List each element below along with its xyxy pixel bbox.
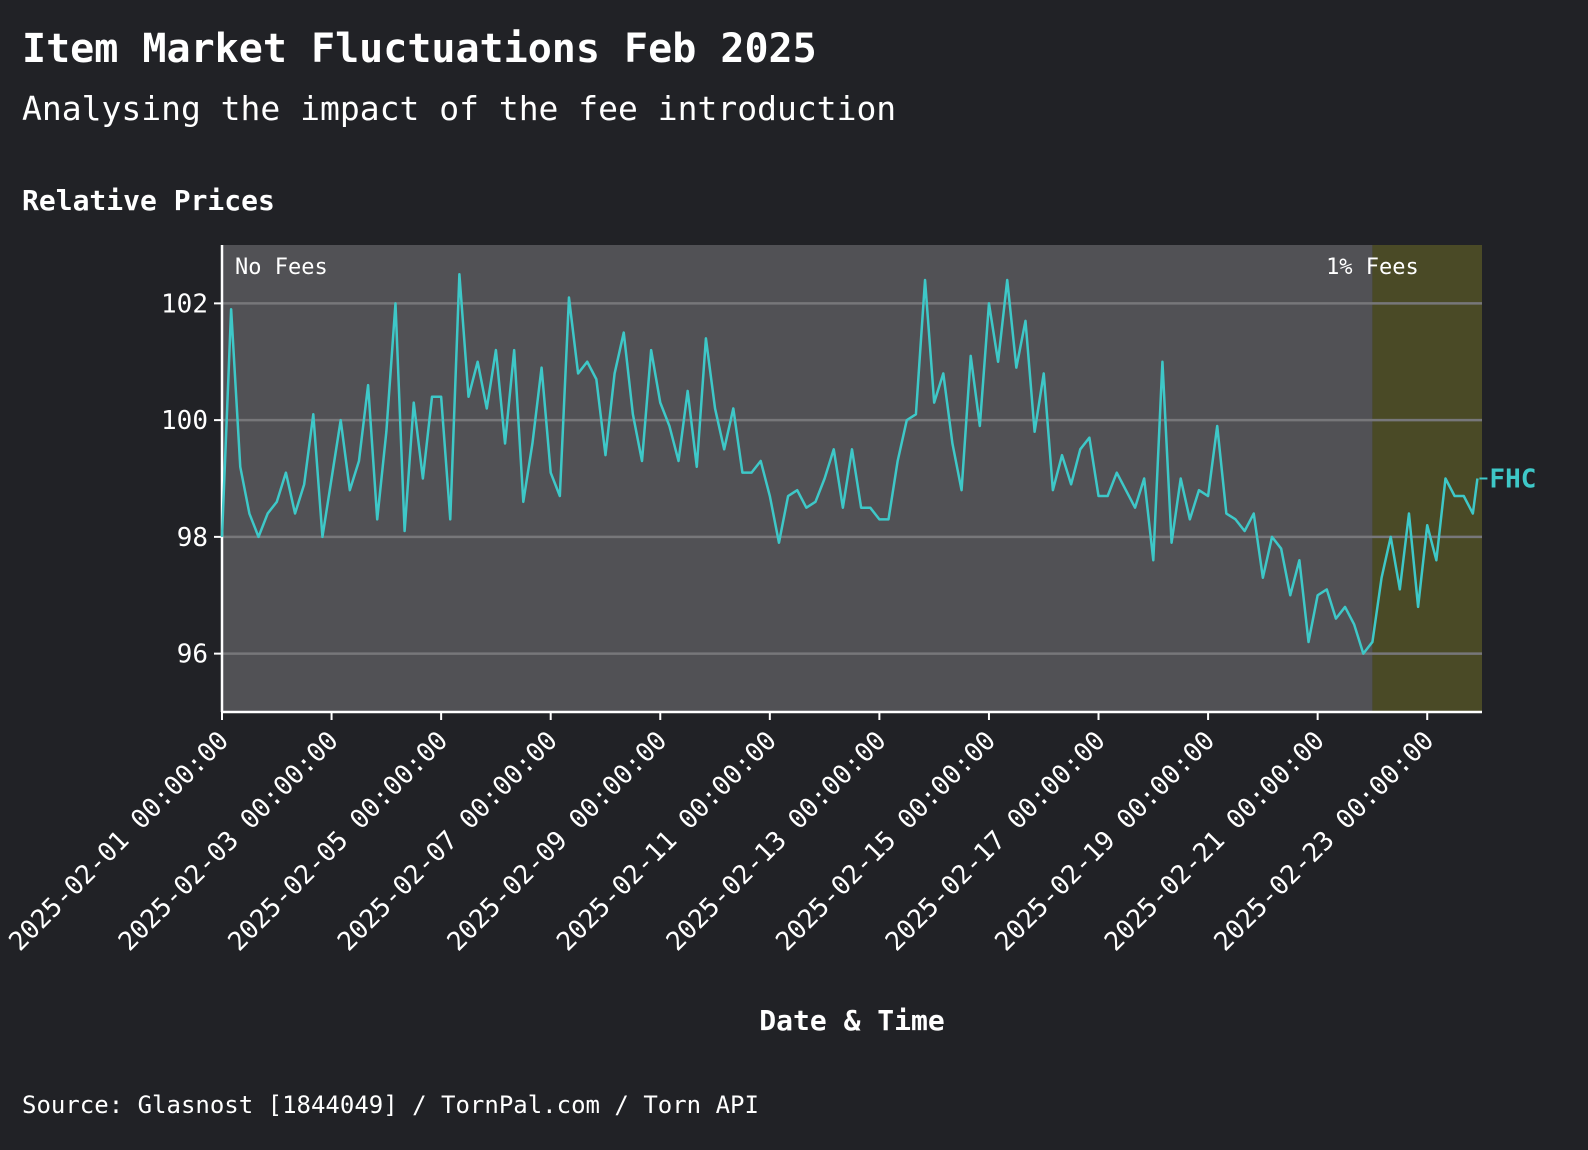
data-line [220,272,1479,655]
y-tick-label: 100 [161,406,208,436]
source-note: Source: Glasnost [1844049] / TornPal.com… [22,1091,759,1119]
region-label: No Fees [235,255,328,280]
chart-subtitle: Analysing the impact of the fee introduc… [22,89,896,128]
region-label: 1% Fees [1326,255,1419,280]
chart-title: Item Market Fluctuations Feb 2025 [22,26,817,72]
plot-title: Relative Prices [22,184,275,217]
region-shade [1372,245,1482,712]
x-axis-label: Date & Time [759,1004,944,1037]
y-tick-label: 96 [177,640,208,670]
y-tick-label: 102 [161,289,208,319]
series-label: FHC [1489,465,1536,495]
y-tick-label: 98 [177,523,208,553]
